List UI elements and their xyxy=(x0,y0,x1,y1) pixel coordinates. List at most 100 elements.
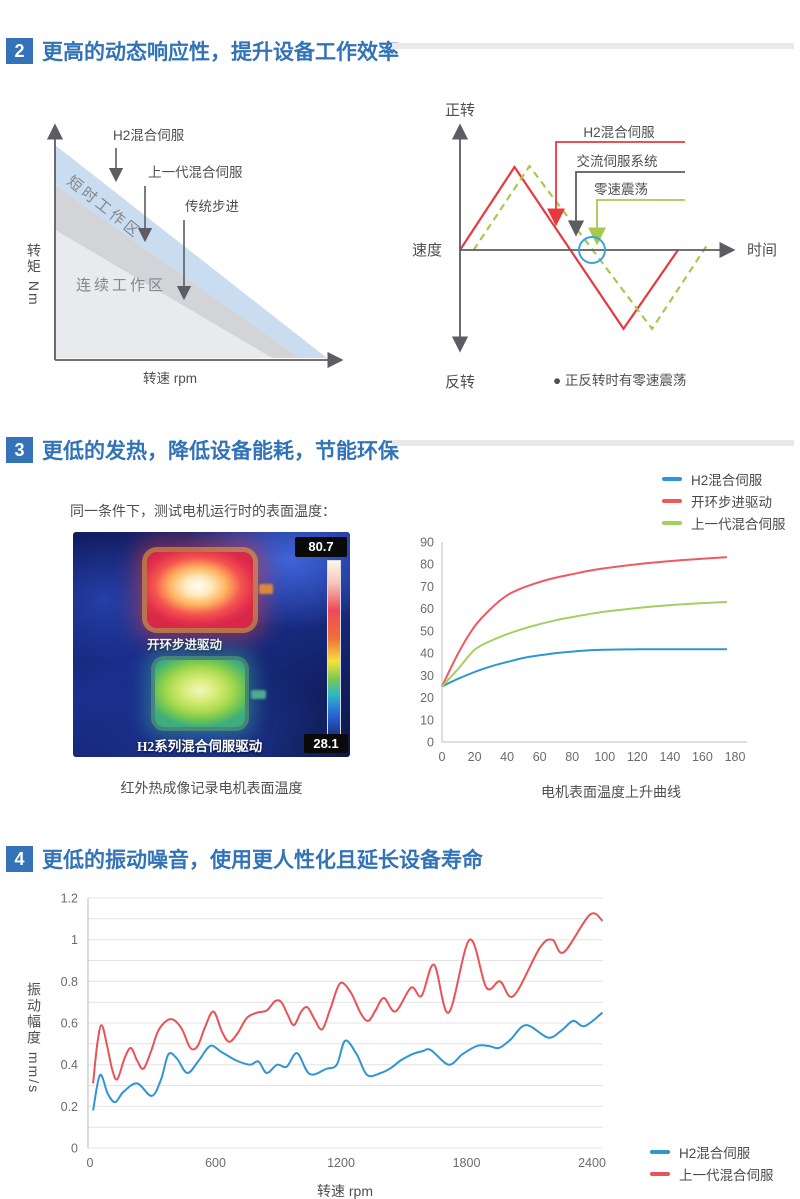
y-tick: 0.2 xyxy=(61,1100,78,1114)
speed-time-diagram: 正转 反转 速度 时间 H2混合伺服 交流伺服系统 零速震荡 ● 正反转时有零速… xyxy=(410,95,800,395)
x-tick: 160 xyxy=(692,750,713,764)
y-tick: 0 xyxy=(427,736,434,750)
annotation-h2: H2混合伺服 xyxy=(113,128,185,143)
section-4-title: 更低的振动噪音，使用更人性化且延长设备寿命 xyxy=(42,849,483,872)
x-axis-label: 转速 rpm xyxy=(143,371,197,386)
y-tick: 90 xyxy=(420,536,434,550)
annotation-stepper: 传统步进 xyxy=(185,199,239,214)
vibration-svg: 0 0.2 0.4 0.6 0.8 1 1.2 0 600 1200 1800 2400 xyxy=(61,892,606,1171)
vibration-plot: 0 0.2 0.4 0.6 0.8 1 1.2 0 600 1200 1800 2400 xyxy=(61,892,606,1171)
wave-H2混合伺服 xyxy=(459,165,679,331)
y-tick: 1.2 xyxy=(61,892,78,906)
callout-ac-label: 交流伺服系统 xyxy=(577,153,658,169)
section-2-title: 更高的动态响应性，提升设备工作效率 xyxy=(42,41,399,64)
legend-item: H2混合伺服 xyxy=(662,468,786,490)
zero-speed-circle xyxy=(578,236,606,264)
thermal-scale-min: 28.1 xyxy=(304,734,348,753)
x-tick: 0 xyxy=(439,750,446,764)
thermal-hot-motor xyxy=(147,552,253,628)
curve-上一代混合伺服 xyxy=(92,912,604,1084)
annotation-prev: 上一代混合伺服 xyxy=(148,165,243,180)
y-axis-label: 转矩 Nm xyxy=(26,243,42,307)
x-tick: 80 xyxy=(565,750,579,764)
temp-plot: 0 20 40 60 80 100 120 140 160 180 0 10 20 30 40 50 60 70 8… xyxy=(420,536,745,765)
thermal-hot-label: 开环步进驱动 xyxy=(147,638,223,652)
callout-h2-leader xyxy=(547,141,685,227)
legend-swatch-h2 xyxy=(650,1150,670,1154)
temp-chart-legend: H2混合伺服 开环步进驱动 上一代混合伺服 xyxy=(662,468,786,534)
x-tick: 60 xyxy=(533,750,547,764)
x-tick: 120 xyxy=(627,750,648,764)
y-tick: 20 xyxy=(420,691,434,705)
label-speed: 速度 xyxy=(412,242,442,259)
y-tick: 80 xyxy=(420,558,434,572)
torque-speed-svg: 短时工作区 连续工作区 H2混合伺服 上一代混合伺服 传统步进 转速 rpm xyxy=(46,123,344,386)
curve-上一代混合伺服 xyxy=(441,601,727,688)
section-3-badge: 3 xyxy=(6,437,33,463)
thermal-cool-motor xyxy=(155,660,245,727)
x-tick: 2400 xyxy=(578,1156,606,1170)
x-tick: 180 xyxy=(725,750,746,764)
x-tick: 140 xyxy=(659,750,680,764)
diagram-note: ● 正反转时有零速震荡 xyxy=(553,373,686,388)
legend-label: H2混合伺服 xyxy=(691,473,763,488)
thermal-caption-bottom: 红外热成像记录电机表面温度 xyxy=(120,780,303,796)
y-tick: 1 xyxy=(71,933,78,947)
vibration-legend: H2混合伺服 上一代混合伺服 xyxy=(650,1141,774,1185)
legend-item: 开环步进驱动 xyxy=(662,490,786,512)
y-tick: 0 xyxy=(71,1142,78,1156)
y-tick: 0.6 xyxy=(61,1017,78,1031)
x-tick: 1200 xyxy=(327,1156,355,1170)
section-2-rule xyxy=(392,43,794,49)
thermal-cool-label: H2系列混合伺服驱动 xyxy=(137,739,263,754)
temp-rise-chart: 0 20 40 60 80 100 120 140 160 180 0 10 20 30 40 50 60 70 8… xyxy=(405,530,795,800)
legend-swatch-openloop xyxy=(662,499,682,503)
y-tick: 50 xyxy=(420,624,434,638)
label-forward: 正转 xyxy=(445,102,475,119)
y-tick: 70 xyxy=(420,580,434,594)
callout-zero-label: 零速震荡 xyxy=(594,182,648,197)
legend-item: H2混合伺服 xyxy=(650,1141,774,1163)
y-tick: 60 xyxy=(420,602,434,616)
x-tick: 600 xyxy=(205,1156,226,1170)
temp-rise-svg: 0 20 40 60 80 100 120 140 160 180 0 10 20 30 40 50 60 70 8… xyxy=(420,536,747,765)
callout-ac-leader xyxy=(567,171,685,237)
y-tick: 10 xyxy=(420,713,434,727)
section-3-rule xyxy=(392,440,794,446)
wave-curves xyxy=(459,164,708,331)
y-tick: 40 xyxy=(420,647,434,661)
thermal-hot-stub xyxy=(259,584,273,594)
x-tick: 0 xyxy=(87,1156,94,1170)
thermal-image: 开环步进驱动 H2系列混合伺服驱动 80.7 28.1 xyxy=(73,532,350,757)
thermal-caption-top: 同一条件下，测试电机运行时的表面温度： xyxy=(70,503,336,519)
callout-zero-leader xyxy=(588,199,685,246)
curve-开环步进驱动 xyxy=(441,556,727,687)
thermal-cool-stub xyxy=(251,690,266,699)
band-short-time xyxy=(55,145,327,358)
torque-speed-diagram: 短时工作区 连续工作区 H2混合伺服 上一代混合伺服 传统步进 转速 rpm 转… xyxy=(20,95,380,395)
section-4-badge: 4 xyxy=(6,846,33,872)
x-tick: 40 xyxy=(500,750,514,764)
band-mid xyxy=(55,185,300,358)
curve-H2混合伺服 xyxy=(92,1011,604,1111)
legend-label: 上一代混合伺服 xyxy=(691,517,786,532)
label-reverse: 反转 xyxy=(445,374,475,391)
legend-label: 上一代混合伺服 xyxy=(679,1168,774,1183)
x-tick: 20 xyxy=(468,750,482,764)
legend-label: H2混合伺服 xyxy=(679,1146,751,1161)
temp-chart-caption: 电机表面温度上升曲线 xyxy=(541,784,681,800)
legend-swatch-h2 xyxy=(662,477,682,481)
legend-item: 上一代混合伺服 xyxy=(650,1163,774,1185)
thermal-scale-bar xyxy=(327,560,341,738)
y-tick: 0.8 xyxy=(61,975,78,989)
x-tick: 100 xyxy=(594,750,615,764)
band-continuous xyxy=(55,230,272,358)
y-tick: 0.4 xyxy=(61,1058,78,1072)
legend-swatch-prevgen xyxy=(662,521,682,525)
band-continuous-label: 连续工作区 xyxy=(76,277,166,294)
callout-h2-label: H2混合伺服 xyxy=(583,125,655,140)
curve-H2混合伺服 xyxy=(441,648,727,688)
legend-label: 开环步进驱动 xyxy=(691,495,772,510)
speed-time-svg: 正转 反转 速度 时间 H2混合伺服 交流伺服系统 零速震荡 ● 正反转时有零速… xyxy=(412,102,777,391)
